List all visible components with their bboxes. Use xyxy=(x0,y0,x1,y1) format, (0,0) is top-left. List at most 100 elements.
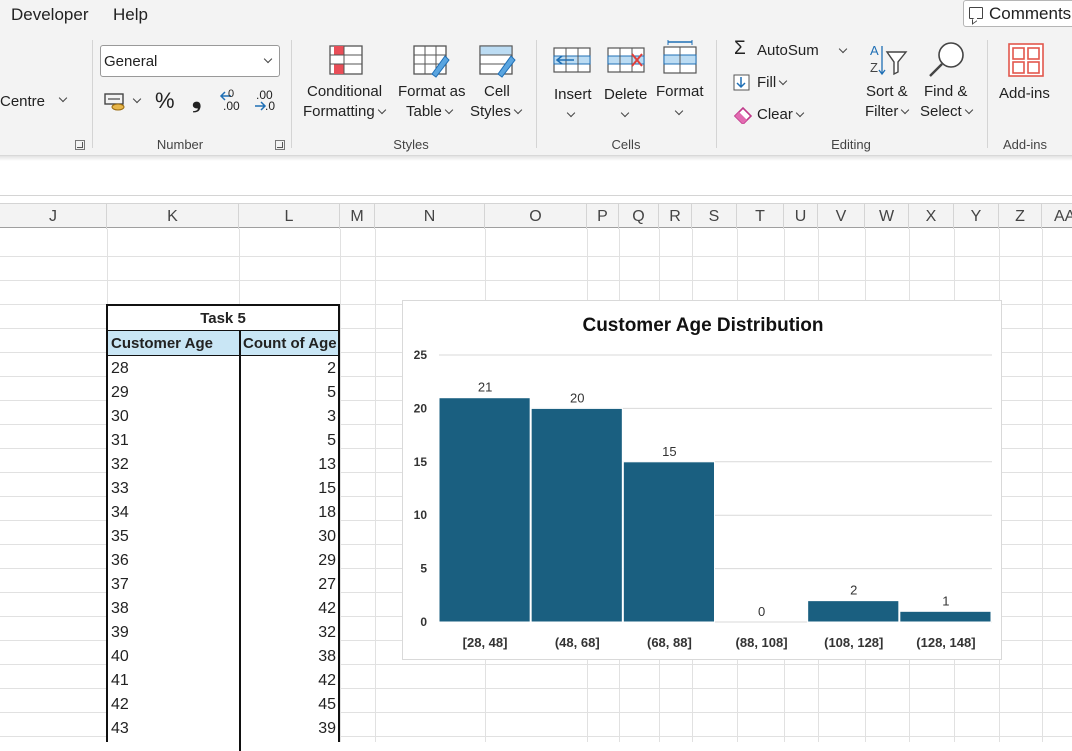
number-format-select[interactable]: General xyxy=(100,45,280,77)
cell-count-of-age[interactable]: 5 xyxy=(327,432,336,449)
column-header-o[interactable]: O xyxy=(485,204,587,229)
cell-customer-age[interactable]: 30 xyxy=(111,408,129,425)
column-header-m[interactable]: M xyxy=(340,204,375,229)
menu-help[interactable]: Help xyxy=(113,5,148,24)
insert-cells-button[interactable]: Insert xyxy=(550,40,596,135)
formula-bar-area[interactable] xyxy=(0,161,1072,196)
column-header-x[interactable]: X xyxy=(909,204,954,229)
cell-count-of-age[interactable]: 29 xyxy=(318,552,336,569)
cell-styles-icon xyxy=(479,45,516,78)
accounting-format-icon[interactable] xyxy=(104,92,128,112)
cell-customer-age[interactable]: 36 xyxy=(111,552,129,569)
fill-button[interactable]: Fill xyxy=(732,72,802,94)
table-row: 35 30 xyxy=(108,525,338,549)
menu-developer[interactable]: Developer xyxy=(11,5,89,24)
delete-cells-button[interactable]: Delete xyxy=(602,40,652,135)
column-header-u[interactable]: U xyxy=(784,204,818,229)
sort-filter-button[interactable]: A Z Sort & Filter xyxy=(864,40,914,135)
cell-customer-age[interactable]: 31 xyxy=(111,432,129,449)
cell-customer-age[interactable]: 33 xyxy=(111,480,129,497)
cell-customer-age[interactable]: 28 xyxy=(111,360,129,377)
cell-count-of-age[interactable]: 13 xyxy=(318,456,336,473)
column-header-v[interactable]: V xyxy=(818,204,865,229)
accounting-dropdown-icon[interactable] xyxy=(132,94,142,104)
column-header-j[interactable]: J xyxy=(0,204,107,229)
cell-count-of-age[interactable]: 27 xyxy=(318,576,336,593)
cell-customer-age[interactable]: 42 xyxy=(111,696,129,713)
cell-customer-age[interactable]: 43 xyxy=(111,720,129,737)
autosum-button[interactable]: Σ AutoSum xyxy=(732,38,852,62)
cell-count-of-age[interactable]: 3 xyxy=(327,408,336,425)
x-tick-label: (68, 88] xyxy=(647,635,692,650)
header-customer-age[interactable]: Customer Age xyxy=(111,335,213,352)
column-header-q[interactable]: Q xyxy=(619,204,659,229)
column-header-l[interactable]: L xyxy=(239,204,340,229)
column-header-w[interactable]: W xyxy=(865,204,909,229)
cell-count-of-age[interactable]: 18 xyxy=(318,504,336,521)
cell-count-of-age[interactable]: 2 xyxy=(327,360,336,377)
column-header-k[interactable]: K xyxy=(107,204,239,229)
cell-customer-age[interactable]: 34 xyxy=(111,504,129,521)
cell-customer-age[interactable]: 32 xyxy=(111,456,129,473)
cell-count-of-age[interactable]: 45 xyxy=(318,696,336,713)
comments-button[interactable]: Comments xyxy=(963,0,1072,27)
column-header-n[interactable]: N xyxy=(375,204,485,229)
cell-count-of-age[interactable]: 38 xyxy=(318,648,336,665)
column-header-s[interactable]: S xyxy=(692,204,737,229)
column-header-r[interactable]: R xyxy=(659,204,692,229)
cell-count-of-age[interactable]: 30 xyxy=(318,528,336,545)
clear-button[interactable]: Clear xyxy=(732,104,812,126)
merge-dropdown-icon[interactable] xyxy=(58,93,68,103)
arrow-right-icon xyxy=(255,101,267,111)
column-header-aa[interactable]: AA xyxy=(1042,204,1072,229)
decrease-decimal-button[interactable]: .00 .0 xyxy=(253,88,279,114)
cell-count-of-age[interactable]: 5 xyxy=(327,384,336,401)
histogram-bar xyxy=(438,397,531,623)
chevron-down-icon xyxy=(620,108,630,118)
column-header-p[interactable]: P xyxy=(587,204,619,229)
cell-count-of-age[interactable]: 15 xyxy=(318,480,336,497)
group-separator xyxy=(92,40,93,148)
format-cells-button[interactable]: Format xyxy=(654,38,706,133)
cell-customer-age[interactable]: 41 xyxy=(111,672,129,689)
column-header-z[interactable]: Z xyxy=(999,204,1042,229)
cell-customer-age[interactable]: 35 xyxy=(111,528,129,545)
add-ins-button[interactable]: Add-ins xyxy=(995,40,1057,130)
header-count-of-age[interactable]: Count of Age xyxy=(243,335,337,352)
cell-styles-button[interactable]: Cell Styles xyxy=(470,40,528,135)
svg-text:A: A xyxy=(870,43,879,58)
cell-customer-age[interactable]: 37 xyxy=(111,576,129,593)
conditional-formatting-button[interactable]: Conditional Formatting xyxy=(303,40,389,135)
conditional-formatting-icon xyxy=(329,45,363,75)
cell-customer-age[interactable]: 39 xyxy=(111,624,129,641)
data-label: 20 xyxy=(570,390,584,405)
cell-customer-age[interactable]: 29 xyxy=(111,384,129,401)
cell-customer-age[interactable]: 38 xyxy=(111,600,129,617)
column-header-y[interactable]: Y xyxy=(954,204,999,229)
histogram-bar xyxy=(622,461,715,623)
percent-style-icon[interactable]: % xyxy=(155,88,175,113)
cell-count-of-age[interactable]: 32 xyxy=(318,624,336,641)
histogram-bar xyxy=(807,600,900,623)
comma-style-icon[interactable]: ❟ xyxy=(192,86,202,113)
cell-count-of-age[interactable]: 42 xyxy=(318,672,336,689)
chart[interactable]: Customer Age Distribution 0 5 10 15 20 25 21 [28… xyxy=(402,300,1002,660)
number-group-label: Number xyxy=(156,137,204,152)
alignment-launcher-icon[interactable] xyxy=(75,140,85,150)
cell-count-of-age[interactable]: 39 xyxy=(318,720,336,737)
column-header-t[interactable]: T xyxy=(737,204,784,229)
cell-count-of-age[interactable]: 42 xyxy=(318,600,336,617)
number-launcher-icon[interactable] xyxy=(275,140,285,150)
increase-decimal-button[interactable]: 0 .00 xyxy=(219,88,245,114)
group-separator xyxy=(987,40,988,148)
merge-centre-label[interactable]: Centre xyxy=(0,93,46,110)
format-as-table-button[interactable]: Format as Table xyxy=(396,40,466,135)
cell-customer-age[interactable]: 40 xyxy=(111,648,129,665)
chevron-down-icon xyxy=(901,105,910,115)
y-tick-label: 10 xyxy=(414,508,428,522)
find-select-button[interactable]: Find & Select xyxy=(920,40,976,135)
histogram-bar xyxy=(530,407,623,623)
chevron-down-icon xyxy=(674,106,684,116)
x-tick-label: [28, 48] xyxy=(463,635,508,650)
table-title[interactable]: Task 5 xyxy=(108,306,338,331)
